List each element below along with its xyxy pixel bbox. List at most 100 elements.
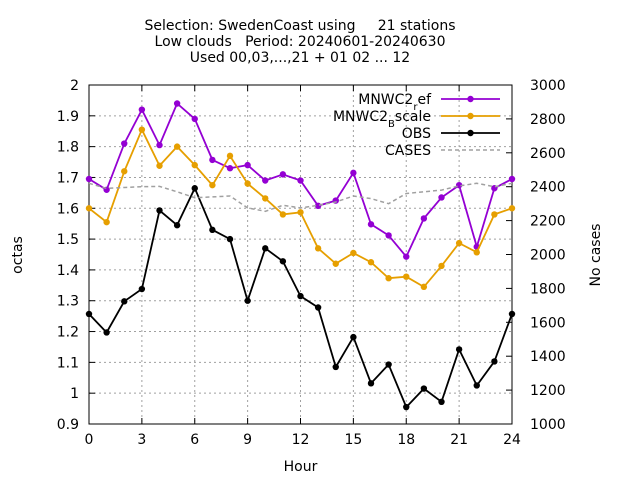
- grid: [89, 85, 512, 424]
- data-point-mnwc2_ref: [403, 253, 410, 260]
- y2-tick-label: 1000: [530, 417, 566, 433]
- data-point-mnwc2_bscale: [226, 152, 234, 160]
- data-point-mnwc2_bscale: [314, 245, 322, 252]
- data-point-obs: [121, 298, 128, 305]
- data-point-mnwc2_bscale: [420, 283, 428, 291]
- series-line-cases: [88, 182, 513, 213]
- data-point-obs: [262, 245, 269, 252]
- data-point-obs: [438, 398, 445, 406]
- y-tick-label: 1.5: [57, 232, 79, 248]
- y2-tick-label: 1800: [530, 281, 566, 297]
- data-point-mnwc2_bscale: [138, 126, 146, 133]
- data-point-obs: [85, 310, 93, 318]
- data-point-mnwc2_bscale: [103, 218, 110, 226]
- data-point-mnwc2_ref: [156, 141, 163, 149]
- legend-sample-marker: [467, 112, 474, 120]
- title-line: Low clouds Period: 20240601-20240630: [155, 34, 446, 50]
- x-tick-label: 6: [190, 432, 199, 448]
- data-point-mnwc2_ref: [367, 221, 375, 228]
- data-point-mnwc2_bscale: [244, 180, 251, 187]
- y-tick-label: 1.2: [57, 325, 79, 341]
- title-line: Selection: SwedenCoast using 21 stations: [145, 18, 456, 34]
- x-tick-label: 0: [85, 432, 94, 448]
- data-point-mnwc2_ref: [438, 194, 445, 201]
- data-point-mnwc2_ref: [385, 232, 392, 239]
- y-tick-label: 1.9: [57, 109, 79, 125]
- data-point-mnwc2_bscale: [350, 249, 357, 257]
- y2-tick-label: 1600: [530, 315, 566, 331]
- data-point-mnwc2_ref: [314, 202, 322, 210]
- data-point-mnwc2_ref: [209, 156, 216, 164]
- y2-tick-label: 1200: [530, 383, 566, 399]
- legend-label-tail: ef: [417, 92, 432, 108]
- data-point-obs: [191, 185, 198, 192]
- data-point-mnwc2_ref: [191, 115, 198, 123]
- series: [85, 100, 516, 411]
- data-point-mnwc2_ref: [85, 175, 93, 183]
- data-point-mnwc2_ref: [350, 169, 357, 177]
- data-point-mnwc2_bscale: [438, 262, 445, 270]
- x-tick-label: 21: [450, 432, 468, 448]
- legend-sample-marker: [467, 95, 474, 103]
- data-point-obs: [385, 361, 392, 368]
- x-tick-label: 9: [243, 432, 252, 448]
- y-tick-label: 1.8: [57, 140, 79, 156]
- legend-label: MNWC2Bscale: [333, 109, 431, 130]
- data-point-obs: [350, 333, 357, 341]
- y2-tick-label: 1400: [530, 349, 566, 365]
- data-point-obs: [103, 329, 110, 336]
- data-point-mnwc2_ref: [138, 106, 146, 113]
- data-point-mnwc2_ref: [226, 165, 234, 172]
- data-point-obs: [279, 258, 287, 265]
- data-point-mnwc2_bscale: [156, 162, 163, 169]
- y-tick-label: 1.4: [57, 263, 79, 279]
- data-point-mnwc2_bscale: [491, 211, 498, 218]
- data-point-mnwc2_ref: [173, 100, 181, 107]
- y2-tick-label: 2200: [530, 214, 566, 230]
- y-tick-label: 1.6: [57, 201, 79, 217]
- x-tick-label: 12: [292, 432, 310, 448]
- axis-ticks: 0 3 6 9 12 15 18 21 24 0.9 1 1.1 1.2 1.3 1.4 1.5 1.6 1.7 1…: [57, 78, 566, 448]
- data-point-mnwc2_ref: [244, 161, 251, 169]
- data-point-mnwc2_bscale: [403, 273, 410, 280]
- data-point-obs: [508, 310, 516, 318]
- y2-tick-label: 2400: [530, 180, 566, 196]
- data-point-mnwc2_ref: [262, 177, 269, 184]
- data-point-obs: [420, 385, 428, 392]
- data-point-obs: [491, 358, 498, 365]
- data-point-obs: [403, 403, 410, 411]
- x-tick-label: 15: [344, 432, 362, 448]
- data-point-obs: [156, 207, 163, 214]
- y-tick-label: 2: [70, 78, 79, 94]
- y-axis-label: octas: [10, 236, 26, 274]
- data-point-mnwc2_bscale: [385, 275, 392, 282]
- data-point-obs: [314, 304, 322, 311]
- data-point-mnwc2_ref: [508, 175, 516, 183]
- data-point-mnwc2_bscale: [191, 161, 198, 169]
- data-point-mnwc2_bscale: [85, 205, 93, 212]
- x-axis-label: Hour: [284, 459, 318, 475]
- data-point-mnwc2_bscale: [473, 249, 480, 256]
- data-point-obs: [473, 382, 480, 389]
- legend-label: OBS: [402, 126, 431, 142]
- x-tick-label: 3: [137, 432, 146, 448]
- legend-label-subscript: B: [388, 119, 395, 130]
- data-point-mnwc2_ref: [420, 215, 428, 222]
- y2-tick-label: 2600: [530, 146, 566, 162]
- y-tick-label: 1.7: [57, 170, 79, 186]
- data-point-mnwc2_bscale: [262, 195, 269, 202]
- data-point-mnwc2_ref: [297, 177, 304, 184]
- data-point-mnwc2_bscale: [121, 168, 128, 175]
- legend-label: CASES: [385, 143, 431, 159]
- legend-sample-marker: [467, 129, 474, 137]
- y2-tick-label: 2000: [530, 248, 566, 264]
- data-point-mnwc2_bscale: [332, 260, 339, 267]
- data-point-obs: [244, 297, 251, 304]
- y2-axis-label: No cases: [588, 224, 604, 287]
- y-tick-label: 1.1: [57, 355, 79, 371]
- legend-label-subscript: r: [413, 102, 418, 113]
- data-point-obs: [297, 292, 304, 300]
- x-tick-label: 24: [503, 432, 521, 448]
